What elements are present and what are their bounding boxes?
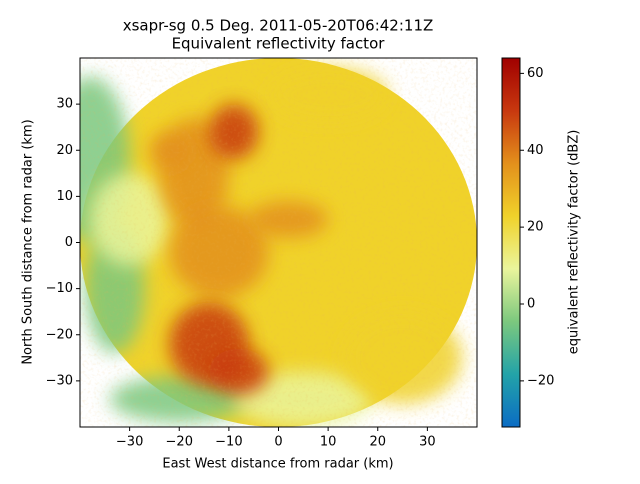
colorbar-tick-label: 20 bbox=[527, 220, 544, 235]
y-tick-label: −20 bbox=[46, 327, 73, 342]
colorbar-tick-label: 0 bbox=[527, 297, 535, 312]
chart-subtitle: Equivalent reflectivity factor bbox=[172, 35, 386, 53]
x-tick-label: −20 bbox=[166, 435, 193, 450]
y-tick-label: 0 bbox=[65, 235, 73, 250]
x-tick-label: 10 bbox=[320, 435, 337, 450]
radar-image bbox=[80, 58, 477, 427]
chart-title: xsapr-sg 0.5 Deg. 2011-05-20T06:42:11Z bbox=[123, 17, 434, 35]
x-tick-label: 30 bbox=[419, 435, 436, 450]
x-tick-label: 0 bbox=[274, 435, 282, 450]
colorbar-label: equivalent reflectivity factor (dBZ) bbox=[567, 130, 582, 355]
colorbar-tick-label: −20 bbox=[527, 373, 554, 388]
y-tick-label: 10 bbox=[56, 189, 73, 204]
y-axis-label: North South distance from radar (km) bbox=[21, 119, 36, 364]
x-tick-label: −10 bbox=[215, 435, 242, 450]
y-tick-label: −30 bbox=[46, 373, 73, 388]
colorbar bbox=[501, 57, 521, 428]
x-tick-label: −30 bbox=[116, 435, 143, 450]
colorbar-tick-label: 40 bbox=[527, 143, 544, 158]
colorbar-tick-label: 60 bbox=[527, 66, 544, 81]
radar-texture bbox=[80, 58, 477, 427]
y-tick-label: 20 bbox=[56, 143, 73, 158]
y-tick-label: 30 bbox=[56, 97, 73, 112]
y-tick-label: −10 bbox=[46, 281, 73, 296]
x-tick-label: 20 bbox=[369, 435, 386, 450]
x-axis-label: East West distance from radar (km) bbox=[162, 457, 393, 472]
